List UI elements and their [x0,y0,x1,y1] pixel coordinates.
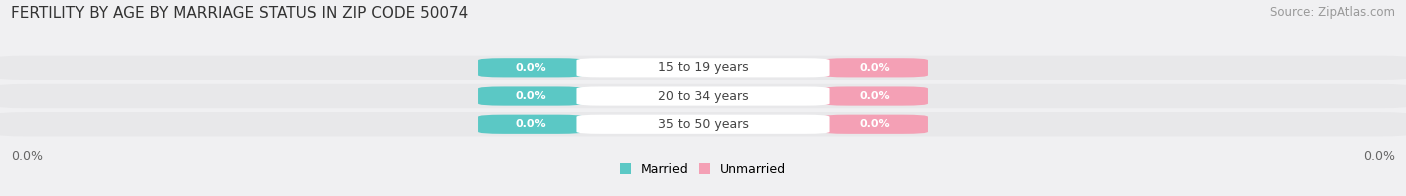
Text: 20 to 34 years: 20 to 34 years [658,90,748,103]
Text: 0.0%: 0.0% [860,119,890,129]
Text: 15 to 19 years: 15 to 19 years [658,61,748,74]
Text: 0.0%: 0.0% [860,63,890,73]
Text: Source: ZipAtlas.com: Source: ZipAtlas.com [1270,6,1395,19]
FancyBboxPatch shape [576,58,830,77]
Text: 35 to 50 years: 35 to 50 years [658,118,748,131]
FancyBboxPatch shape [823,115,928,134]
Text: 0.0%: 0.0% [516,119,546,129]
FancyBboxPatch shape [823,58,928,77]
FancyBboxPatch shape [0,56,1406,80]
FancyBboxPatch shape [0,84,1406,108]
FancyBboxPatch shape [823,86,928,106]
FancyBboxPatch shape [576,86,830,106]
Text: 0.0%: 0.0% [860,91,890,101]
FancyBboxPatch shape [0,112,1406,136]
Text: FERTILITY BY AGE BY MARRIAGE STATUS IN ZIP CODE 50074: FERTILITY BY AGE BY MARRIAGE STATUS IN Z… [11,6,468,21]
Text: 0.0%: 0.0% [1362,150,1395,162]
FancyBboxPatch shape [478,58,583,77]
Text: 0.0%: 0.0% [516,63,546,73]
Text: 0.0%: 0.0% [516,91,546,101]
Text: 0.0%: 0.0% [11,150,44,162]
FancyBboxPatch shape [576,115,830,134]
FancyBboxPatch shape [478,86,583,106]
FancyBboxPatch shape [478,115,583,134]
Legend: Married, Unmarried: Married, Unmarried [620,163,786,176]
